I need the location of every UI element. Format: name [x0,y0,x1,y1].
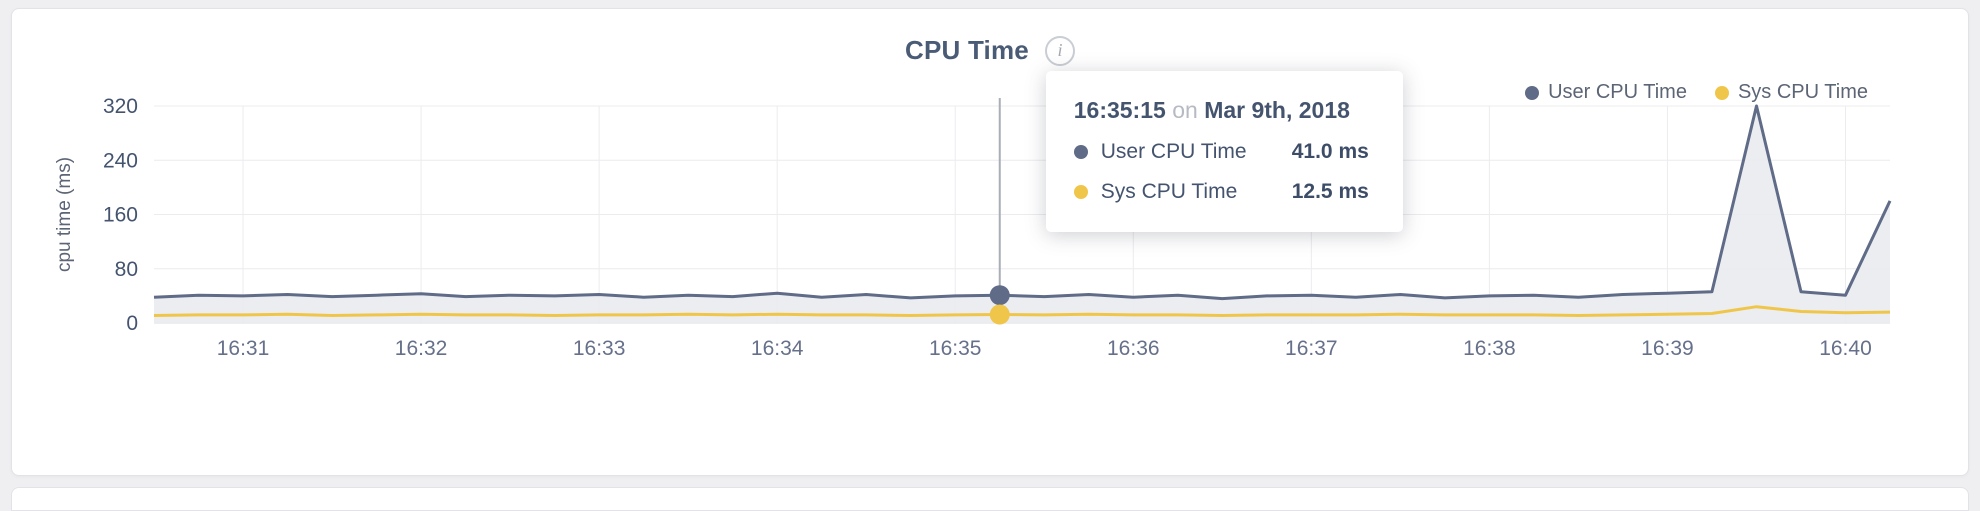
tooltip-row-user-cpu-time: User CPU Time 41.0 ms [1073,140,1369,164]
info-icon[interactable]: i [1044,35,1075,66]
chart-tooltip: 16:35:15 on Mar 9th, 2018 User CPU Time … [1045,71,1403,232]
svg-text:240: 240 [103,149,138,172]
tooltip-series-value: 12.5 ms [1291,180,1369,203]
tooltip-date: Mar 9th, 2018 [1204,97,1350,123]
legend-dot-user-cpu-time-icon [1525,85,1540,100]
svg-text:80: 80 [115,258,138,281]
card-header: CPU Time i [12,35,1968,66]
svg-text:0: 0 [126,312,138,335]
legend-label-sys-cpu-time: Sys CPU Time [1737,81,1868,103]
sys-cpu-time-hover-dot [989,304,1010,325]
legend-label-user-cpu-time: User CPU Time [1548,81,1687,103]
tooltip-dot-sys-cpu-time-icon [1073,185,1088,199]
legend-dot-sys-cpu-time-icon [1714,85,1729,100]
tooltip-series-name: Sys CPU Time [1100,180,1238,203]
svg-text:16:38: 16:38 [1463,337,1516,360]
svg-text:16:37: 16:37 [1285,337,1338,360]
svg-text:16:33: 16:33 [573,337,626,360]
svg-text:320: 320 [103,95,138,118]
legend: User CPU Time Sys CPU Time [1525,81,1868,104]
user-cpu-time-hover-dot [989,285,1010,306]
user-cpu-time-line [153,104,1892,301]
svg-text:16:40: 16:40 [1819,337,1872,360]
svg-text:16:34: 16:34 [751,337,804,360]
tooltip-connector: on [1172,97,1198,123]
svg-text:16:36: 16:36 [1107,337,1160,360]
y-axis-label: cpu time (ms) [54,157,75,272]
tooltip-row-sys-cpu-time: Sys CPU Time 12.5 ms [1073,180,1369,204]
svg-text:160: 160 [103,204,138,227]
page: { "chart_data": { "type": "line", "title… [11,8,1969,511]
sys-cpu-time-line [153,305,1891,317]
svg-text:16:39: 16:39 [1641,337,1694,360]
svg-text:16:32: 16:32 [395,337,448,360]
tooltip-dot-user-cpu-time-icon [1073,145,1088,159]
chart-title: CPU Time [905,35,1029,65]
svg-text:16:31: 16:31 [217,337,270,360]
cpu-time-chart[interactable]: 16:31 16:32 16:33 16:34 16:35 16:36 16:37 16:38… [12,9,1970,477]
user-cpu-time-area [154,106,1890,323]
next-card-edge [11,487,1969,511]
tooltip-series-value: 41.0 ms [1291,140,1369,163]
tooltip-time: 16:35:15 [1073,97,1166,123]
legend-item-user-cpu-time[interactable]: User CPU Time [1525,81,1687,104]
svg-text:16:35: 16:35 [929,337,982,360]
cpu-time-card: CPU Time i User CPU Time Sys CPU Time 16… [11,8,1969,476]
legend-item-sys-cpu-time[interactable]: Sys CPU Time [1714,81,1868,104]
tooltip-series-name: User CPU Time [1100,140,1247,163]
tooltip-header: 16:35:15 on Mar 9th, 2018 [1074,97,1369,124]
